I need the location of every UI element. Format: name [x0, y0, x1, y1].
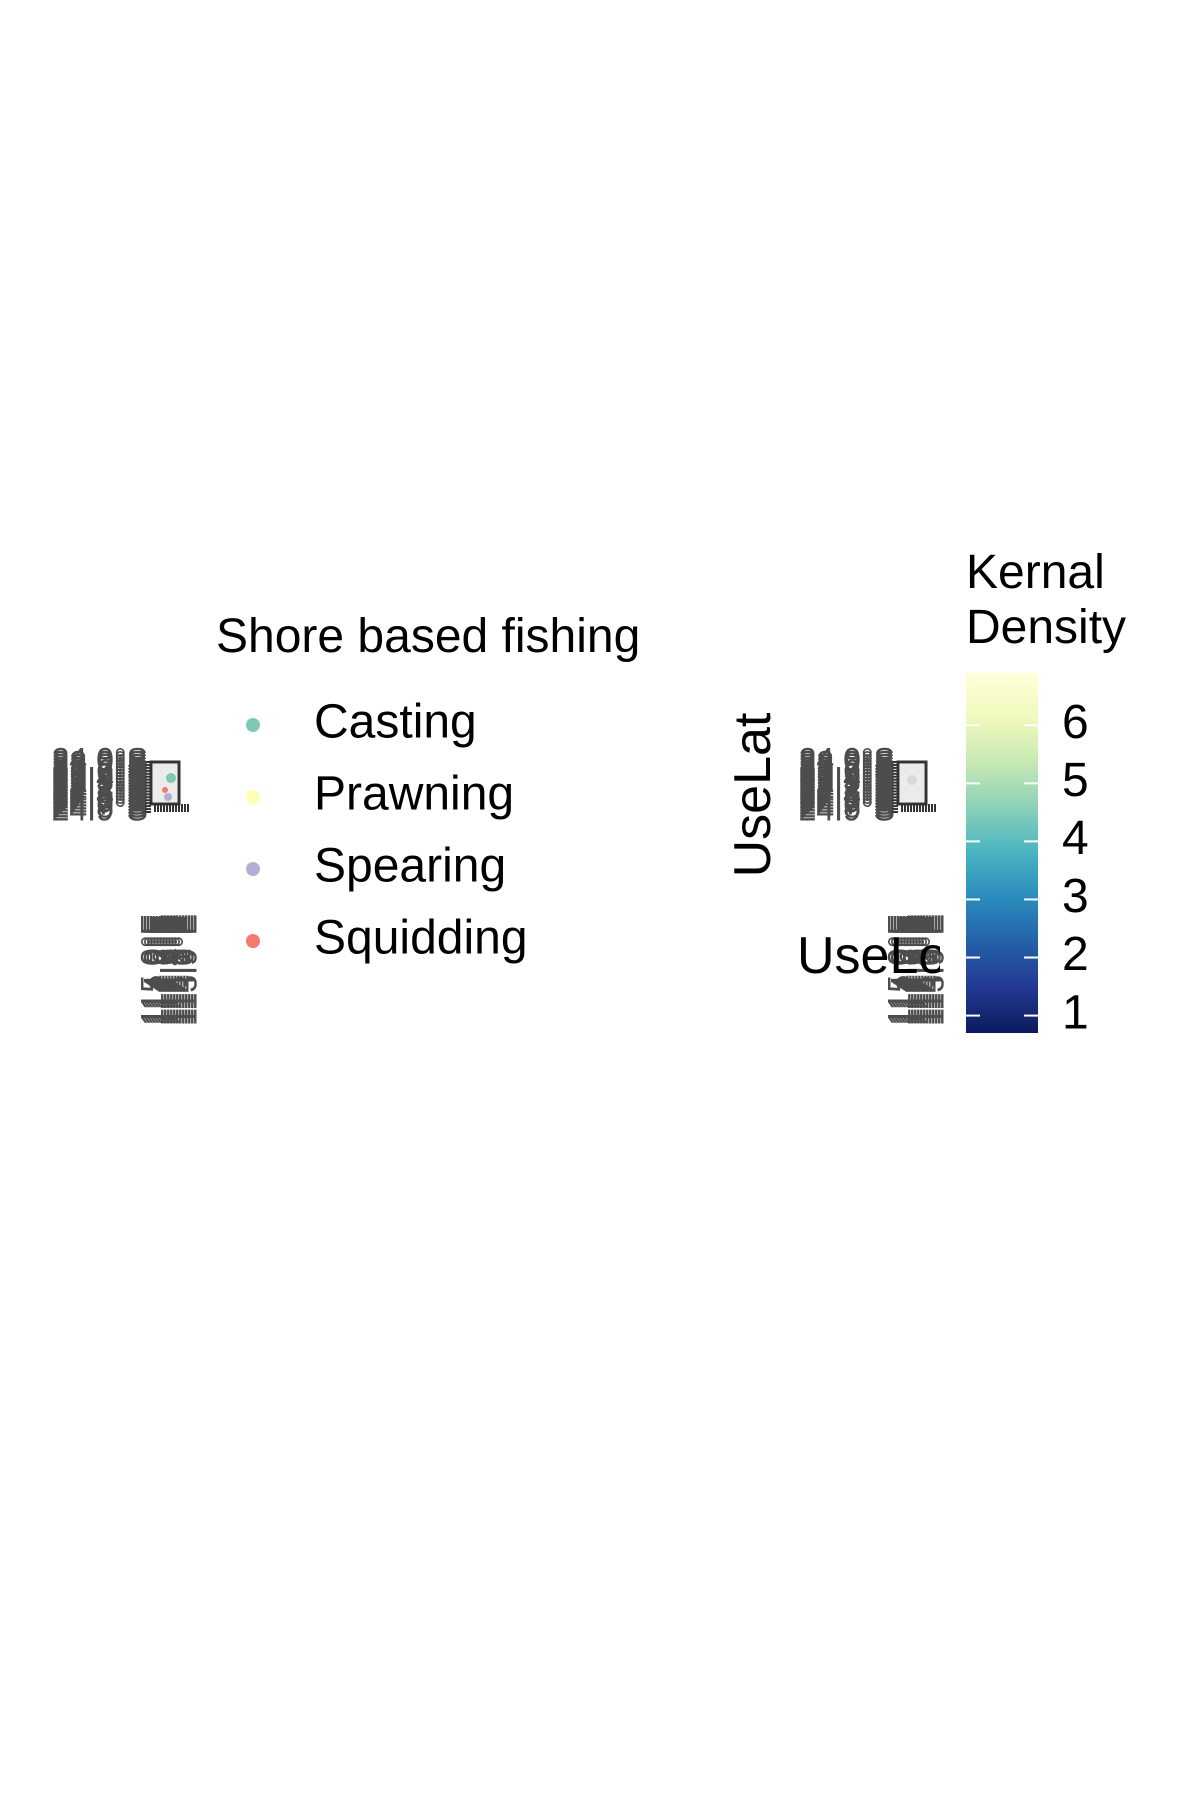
left-y-tick-label: 24.5°S	[52, 780, 148, 816]
left-x-tick-label: 114.5°E	[149, 914, 185, 1026]
colorbar-title-line-1: Kernal	[966, 546, 1105, 599]
right-x-tick-label: 114.7°E	[890, 914, 926, 1026]
right-y-tick-label: 23.8°S	[799, 747, 895, 783]
right-x-tick-label: 114.2°E	[905, 914, 941, 1026]
y-axis-label: UseLat	[724, 712, 782, 877]
left-y-tick-label: 23.7°S	[52, 750, 148, 786]
legend-entries: Casting Prawning Spearing Squidding	[246, 696, 528, 965]
left-y-tick-label: 23.3°S	[52, 762, 148, 798]
left-y-ticks: 24.0°S23.9°S23.8°S23.7°S23.6°S23.5°S23.4…	[52, 741, 151, 827]
left-x-tick-label: 115.0°E	[134, 914, 170, 1026]
fishing-legend: Shore based fishing Casting Prawning Spear…	[216, 610, 640, 965]
legend-key-spearing	[246, 862, 260, 876]
legend-label-casting: Casting	[314, 696, 477, 749]
left-x-tick-label: 114.4°E	[152, 914, 188, 1026]
legend-label-spearing: Spearing	[314, 840, 506, 893]
left-x-tick-label: 114.2°E	[158, 914, 194, 1026]
right-x-tick-label: 115.0°E	[881, 914, 917, 1026]
colorbar-title-line-2: Density	[966, 601, 1126, 654]
left-data-point-squidding	[162, 787, 168, 793]
right-y-tick-label: 24.5°S	[799, 780, 895, 816]
left-y-tick-label: 23.2°S	[52, 765, 148, 801]
right-y-tick-label: 24.6°S	[799, 783, 895, 819]
colorbar-tick-label: 2	[1062, 928, 1089, 981]
left-y-tick-label: 23.4°S	[52, 759, 148, 795]
left-y-tick-label: 23.9°S	[52, 744, 148, 780]
left-y-tick-label: 24.4°S	[52, 777, 148, 813]
right-panel: UseLat 24.0°S23.9°S23.8°S23.7°S23.6°S23.…	[724, 712, 1005, 1026]
right-y-tick-label: 24.1°S	[799, 768, 895, 804]
left-x-tick-label: 114.0°E	[164, 914, 200, 1026]
right-x-tick-label: 114.8°E	[887, 914, 923, 1026]
left-y-tick-label: 24.2°S	[52, 771, 148, 807]
right-x-tick-label: 114.4°E	[899, 914, 935, 1026]
right-density-hotspot	[907, 775, 917, 785]
left-x-tick-label: 114.6°E	[146, 914, 182, 1026]
left-y-tick-label: 23.8°S	[52, 747, 148, 783]
left-x-tick-label: 114.9°E	[137, 914, 173, 1026]
left-x-tick-label: 114.3°E	[155, 914, 191, 1026]
right-y-tick-label: 23.4°S	[799, 759, 895, 795]
left-x-tick-label: 114.8°E	[140, 914, 176, 1026]
right-y-tick-label: 24.0°S	[799, 741, 895, 777]
right-y-tick-label: 23.3°S	[799, 762, 895, 798]
right-x-tick-label: 114.0°E	[911, 914, 947, 1026]
left-data-point-spearing	[164, 793, 172, 801]
colorbar-tick-label: 6	[1062, 696, 1089, 749]
colorbar-tick-label: 1	[1062, 986, 1089, 1039]
right-y-tick-label: 23.9°S	[799, 744, 895, 780]
legend-title: Shore based fishing	[216, 610, 640, 663]
right-x-tick-label: 114.5°E	[896, 914, 932, 1026]
colorbar-tick-label: 3	[1062, 870, 1089, 923]
right-x-tick-label: 114.3°E	[902, 914, 938, 1026]
left-y-tick-label: 24.0°S	[52, 741, 148, 777]
right-y-tick-label: 23.7°S	[799, 750, 895, 786]
left-y-tick-label: 23.5°S	[52, 756, 148, 792]
legend-key-casting	[246, 718, 260, 732]
right-y-tick-label: 23.5°S	[799, 756, 895, 792]
legend-key-squidding	[246, 934, 260, 948]
right-x-tick-label: 113.9°E	[914, 914, 950, 1026]
left-y-tick-label: 23.6°S	[52, 753, 148, 789]
right-y-tick-label: 24.4°S	[799, 777, 895, 813]
right-y-ticks: 24.0°S23.9°S23.8°S23.7°S23.6°S23.5°S23.4…	[799, 741, 898, 827]
right-y-tick-label: 24.7°S	[799, 786, 895, 822]
right-x-tick-label: 114.9°E	[884, 914, 920, 1026]
legend-label-squidding: Squidding	[314, 912, 528, 965]
left-y-tick-label: 24.1°S	[52, 768, 148, 804]
left-y-tick-label: 24.3°S	[52, 774, 148, 810]
left-data-point-casting	[166, 773, 176, 783]
right-y-tick-label: 24.9°S	[799, 791, 895, 827]
right-x-ticks: 115.0°E114.9°E114.8°E114.7°E114.6°E114.5…	[881, 804, 950, 1026]
right-y-tick-label: 24.2°S	[799, 771, 895, 807]
left-y-tick-label: 24.9°S	[52, 791, 148, 827]
colorbar-gradient	[966, 673, 1038, 1033]
right-x-tick-label: 114.1°E	[908, 914, 944, 1026]
left-x-tick-label: 114.1°E	[161, 914, 197, 1026]
right-x-tick-label: 114.6°E	[893, 914, 929, 1026]
colorbar-tick-label: 4	[1062, 812, 1089, 865]
left-x-tick-label: 113.9°E	[167, 914, 203, 1026]
left-y-tick-label: 24.7°S	[52, 786, 148, 822]
left-x-ticks: 115.0°E114.9°E114.8°E114.7°E114.6°E114.5…	[134, 804, 203, 1026]
left-y-tick-label: 24.8°S	[52, 789, 148, 825]
legend-key-prawning	[246, 790, 260, 804]
right-y-tick-label: 24.8°S	[799, 789, 895, 825]
left-y-tick-label: 24.6°S	[52, 783, 148, 819]
right-y-tick-label: 24.3°S	[799, 774, 895, 810]
left-panel: 24.0°S23.9°S23.8°S23.7°S23.6°S23.5°S23.4…	[52, 741, 204, 1025]
right-y-tick-label: 23.6°S	[799, 753, 895, 789]
x-axis-label: UseLong	[797, 927, 1005, 985]
right-y-tick-label: 23.2°S	[799, 765, 895, 801]
left-x-tick-label: 114.7°E	[143, 914, 179, 1026]
legend-label-prawning: Prawning	[314, 768, 514, 821]
colorbar-tick-label: 5	[1062, 754, 1089, 807]
